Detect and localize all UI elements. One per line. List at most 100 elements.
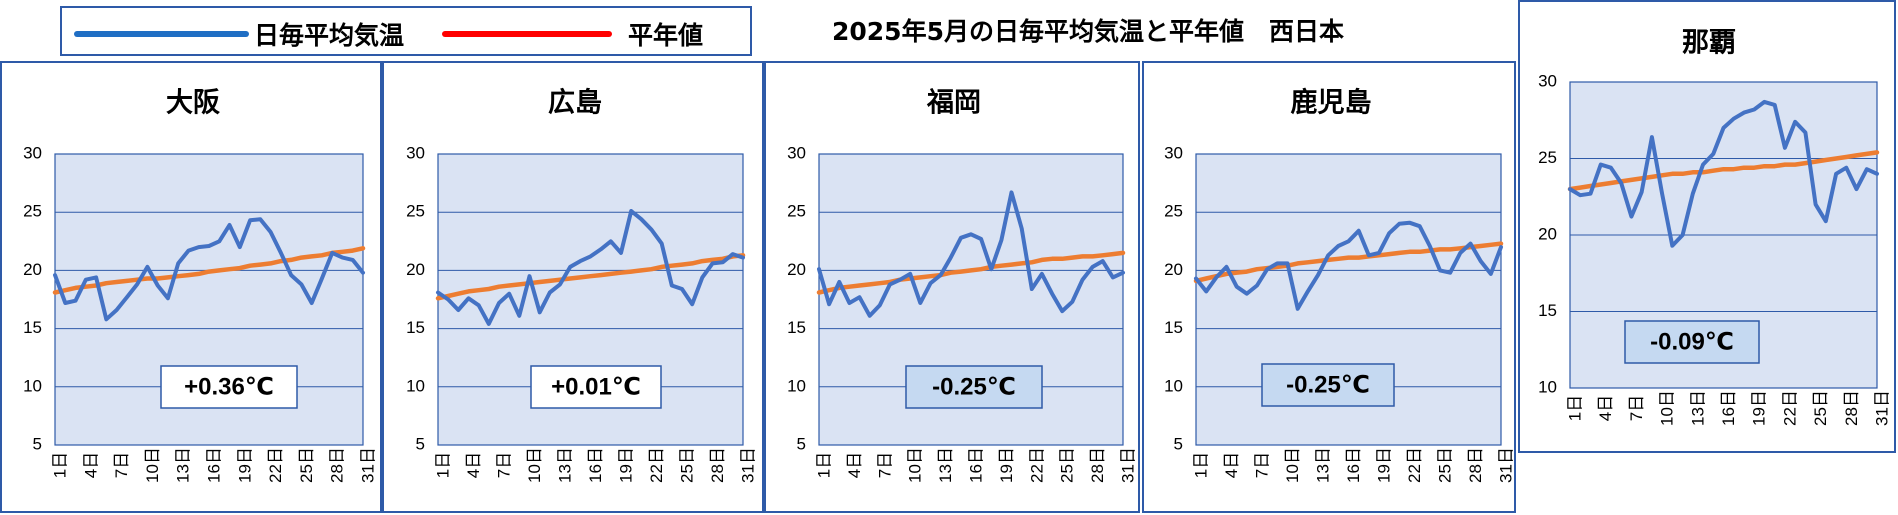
x-tick-label: 4日	[464, 452, 483, 478]
x-tick-label: 10日	[1658, 390, 1677, 426]
anomaly-label: -0.09℃	[1650, 328, 1734, 355]
chart-title-kagoshima: 鹿児島	[1291, 87, 1372, 119]
x-tick-label: 25日	[1058, 447, 1077, 483]
anomaly-label: +0.01℃	[551, 373, 641, 400]
y-tick-label: 5	[416, 434, 425, 453]
x-tick-label: 16日	[204, 447, 223, 483]
legend-label-normal: 平年値	[628, 21, 704, 50]
x-tick-label: 28日	[328, 447, 347, 483]
x-tick-label: 4日	[845, 452, 864, 478]
y-tick-label: 15	[787, 318, 806, 337]
x-tick-label: 13日	[936, 447, 955, 483]
y-tick-label: 20	[406, 260, 425, 279]
y-tick-label: 15	[1538, 301, 1557, 320]
series-line-daily	[817, 190, 1125, 318]
x-tick-label: 4日	[1222, 452, 1241, 478]
chart-svg-naha: 那覇 10 15 20 25 30 1日 4日 7日 10日 13日 16日 19日 22日 25日 28日 3…	[1538, 28, 1891, 426]
y-tick-label: 10	[23, 376, 42, 395]
x-tick-label: 25日	[297, 447, 316, 483]
x-tick-label: 10日	[906, 447, 925, 483]
chart-panel-naha: 那覇 10 15 20 25 30 1日 4日 7日 10日 13日 16日 19日 22日 25日 28日 3…	[1518, 0, 1896, 453]
x-tick-label: 4日	[1596, 395, 1615, 421]
series-line-normal	[435, 253, 746, 301]
y-tick-label: 30	[406, 143, 425, 162]
x-tick-label: 1日	[814, 452, 833, 478]
x-tick-label: 31日	[738, 447, 757, 483]
y-tick-label: 10	[406, 376, 425, 395]
y-tick-label: 10	[1538, 377, 1557, 396]
x-tick-label: 22日	[1405, 447, 1424, 483]
y-tick-label: 20	[23, 260, 42, 279]
x-tick-label: 13日	[555, 447, 574, 483]
chart-panel-kagoshima: 鹿児島 5 10 15 20 25 30 1日 4日 7日 10日 13日 16日 19日 22日 25日 28…	[1142, 61, 1516, 513]
chart-panel-fukuoka: 福岡 5 10 15 20 25 30 1日 4日 7日 10日 13日 16日 19日 22日 25日 28日…	[764, 61, 1140, 513]
anomaly-badge	[530, 365, 662, 409]
chart-panel-hiroshima: 広島 5 10 15 20 25 30 1日 4日 7日 10日 13日 16日 19日 22日 25日 28日…	[382, 61, 764, 513]
x-tick-label: 13日	[174, 447, 193, 483]
x-tick-label: 7日	[1252, 452, 1271, 478]
x-tick-label: 25日	[1811, 390, 1830, 426]
series-line-normal	[52, 246, 366, 295]
y-tick-label: 20	[1538, 224, 1557, 243]
y-tick-label: 20	[787, 260, 806, 279]
y-tick-label: 25	[1164, 202, 1183, 221]
x-tick-label: 25日	[1435, 447, 1454, 483]
anomaly-label: -0.25℃	[1286, 371, 1370, 398]
anomaly-label: -0.25℃	[932, 373, 1016, 400]
chart-svg-fukuoka: 福岡 5 10 15 20 25 30 1日 4日 7日 10日 13日 16日 19日 22日 25日 28日…	[787, 88, 1137, 483]
x-tick-label: 10日	[1283, 447, 1302, 483]
x-tick-label: 16日	[586, 447, 605, 483]
anomaly-label: +0.36℃	[184, 373, 274, 400]
chart-svg-hiroshima: 広島 5 10 15 20 25 30 1日 4日 7日 10日 13日 16日 19日 22日 25日 28日…	[406, 87, 757, 483]
x-tick-label: 16日	[1719, 390, 1738, 426]
x-tick-label: 16日	[966, 447, 985, 483]
y-tick-label: 15	[1164, 318, 1183, 337]
x-tick-label: 31日	[358, 447, 377, 483]
series-line-normal	[1193, 241, 1504, 284]
chart-title-hiroshima: 広島	[548, 87, 602, 119]
y-tick-label: 10	[1164, 376, 1183, 395]
y-tick-label: 20	[1164, 260, 1183, 279]
legend-line-normal	[442, 31, 612, 37]
y-tick-label: 15	[406, 318, 425, 337]
x-tick-label: 22日	[1780, 390, 1799, 426]
series-line-daily	[1194, 220, 1503, 311]
series-line-daily	[436, 209, 745, 326]
x-tick-label: 19日	[1374, 447, 1393, 483]
anomaly-badge	[1261, 363, 1395, 407]
anomaly-badge	[1624, 320, 1760, 364]
x-tick-label: 19日	[997, 447, 1016, 483]
y-tick-label: 5	[33, 434, 42, 453]
y-tick-label: 30	[1538, 71, 1557, 90]
y-tick-label: 10	[787, 376, 806, 395]
x-tick-label: 22日	[647, 447, 666, 483]
series-line-normal	[816, 250, 1126, 295]
x-tick-label: 19日	[1750, 390, 1769, 426]
x-tick-label: 13日	[1688, 390, 1707, 426]
y-tick-label: 15	[23, 318, 42, 337]
y-tick-label: 5	[797, 434, 806, 453]
x-tick-label: 7日	[875, 452, 894, 478]
chart-title-osaka: 大阪	[166, 88, 220, 119]
x-tick-label: 10日	[525, 447, 544, 483]
series-line-daily	[1568, 99, 1879, 248]
x-tick-label: 16日	[1344, 447, 1363, 483]
y-tick-label: 25	[406, 202, 425, 221]
x-tick-label: 22日	[1027, 447, 1046, 483]
x-tick-label: 1日	[1565, 395, 1584, 421]
x-tick-label: 7日	[112, 452, 131, 478]
chart-svg-osaka: 大阪 5 10 15 20 25 30 1日 4日 7日 10日 13日 16日 19日 22日 25日 28日…	[23, 88, 377, 483]
x-tick-label: 28日	[1466, 447, 1485, 483]
series-line-daily	[53, 217, 365, 322]
page-title: 2025年5月の日毎平均気温と平年値 西日本	[832, 17, 1344, 46]
chart-svg-kagoshima: 鹿児島 5 10 15 20 25 30 1日 4日 7日 10日 13日 16日 19日 22日 25日 28…	[1164, 87, 1515, 483]
legend: 日毎平均気温 平年値	[60, 6, 752, 56]
anomaly-badge	[905, 365, 1043, 409]
y-tick-label: 30	[23, 143, 42, 162]
x-tick-label: 28日	[1842, 390, 1861, 426]
y-tick-label: 30	[787, 143, 806, 162]
x-tick-label: 25日	[677, 447, 696, 483]
x-tick-label: 19日	[235, 447, 254, 483]
x-tick-label: 31日	[1118, 447, 1137, 483]
legend-line-daily	[74, 31, 249, 37]
